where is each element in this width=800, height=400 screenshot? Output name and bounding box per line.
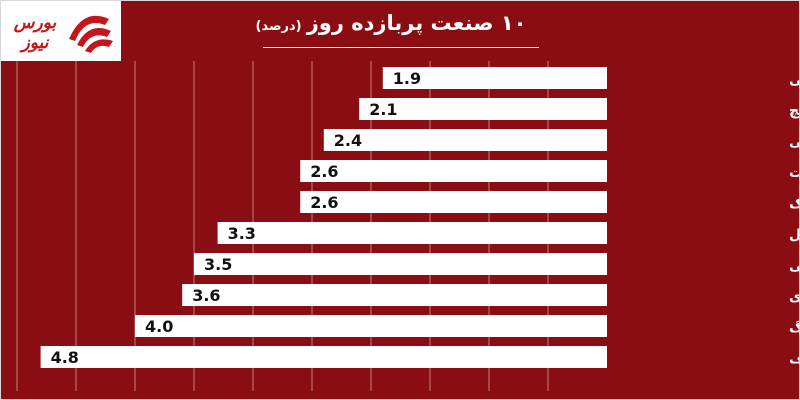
title-underline [263, 47, 539, 48]
category-label: منسوجات [789, 165, 799, 181]
category-label: محصولات کاغذی [789, 289, 799, 305]
bar-value-label: 2.4 [334, 131, 362, 150]
category-label: استخراج نفت گاز جز اکتشاف [789, 350, 799, 367]
bar-value-label: 3.5 [204, 255, 232, 274]
bar [300, 160, 607, 182]
bar [194, 253, 607, 275]
bar-value-label: 1.9 [393, 69, 421, 88]
bar [382, 67, 607, 89]
category-label: کاشی و سرامیک [789, 196, 799, 212]
category-label: سایر حمل و نقل [789, 227, 799, 243]
bar [300, 191, 607, 213]
category-label: خرده فروشی [789, 72, 799, 88]
chart-title-main: ۱۰ صنعت پربازده روز [306, 11, 527, 35]
bourse-news-logo-icon [69, 15, 113, 53]
bar [323, 129, 607, 151]
category-label: سیمان آهک گچ [789, 101, 799, 119]
bar [217, 222, 607, 244]
bar-value-label: 4.0 [145, 317, 173, 336]
logo-text: بورس نیوز [13, 13, 57, 53]
bar-value-label: 4.8 [51, 348, 79, 367]
category-label: استخراج زغال سنگ [789, 319, 799, 336]
chart-title-unit: (درصد) [255, 19, 302, 34]
bar [182, 284, 607, 306]
bar [135, 315, 607, 337]
category-label: فرآورده های نفتی [789, 256, 799, 274]
bar [359, 98, 607, 120]
bar-value-label: 2.1 [369, 100, 397, 119]
bar [40, 346, 608, 368]
logo: بورس نیوز [1, 1, 121, 61]
category-label: چندرشته ای صنعتی [789, 134, 799, 150]
bar-value-label: 3.6 [192, 286, 220, 305]
bar-value-label: 2.6 [310, 162, 338, 181]
bar-value-label: 3.3 [228, 224, 256, 243]
chart-title: ۱۰ صنعت پربازده روز (درصد) [181, 11, 601, 35]
bar-value-label: 2.6 [310, 193, 338, 212]
